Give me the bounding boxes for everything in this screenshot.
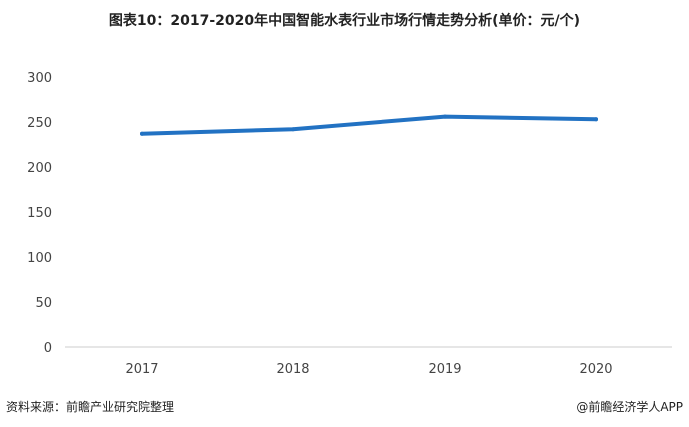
y-tick-label: 300 [27,71,52,86]
data-point [140,131,144,136]
y-tick-label: 150 [27,206,52,221]
data-point [291,127,295,132]
credit-note: @前瞻经济学人APP [576,400,683,414]
data-point [443,114,447,119]
chart-title: 图表10：2017-2020年中国智能水表行业市场行情走势分析(单价：元/个) [108,13,581,29]
x-tick-label: 2020 [579,362,612,377]
y-tick-label: 100 [27,251,52,266]
y-tick-label: 0 [44,341,52,356]
data-point [594,117,598,122]
source-note: 资料来源：前瞻产业研究院整理 [6,400,175,414]
y-tick-label: 250 [27,116,52,131]
y-tick-label: 50 [35,296,52,311]
x-tick-label: 2019 [428,362,461,377]
x-tick-label: 2018 [276,362,309,377]
series-line [140,114,598,136]
x-tick-label: 2017 [125,362,158,377]
y-tick-label: 200 [27,161,52,176]
